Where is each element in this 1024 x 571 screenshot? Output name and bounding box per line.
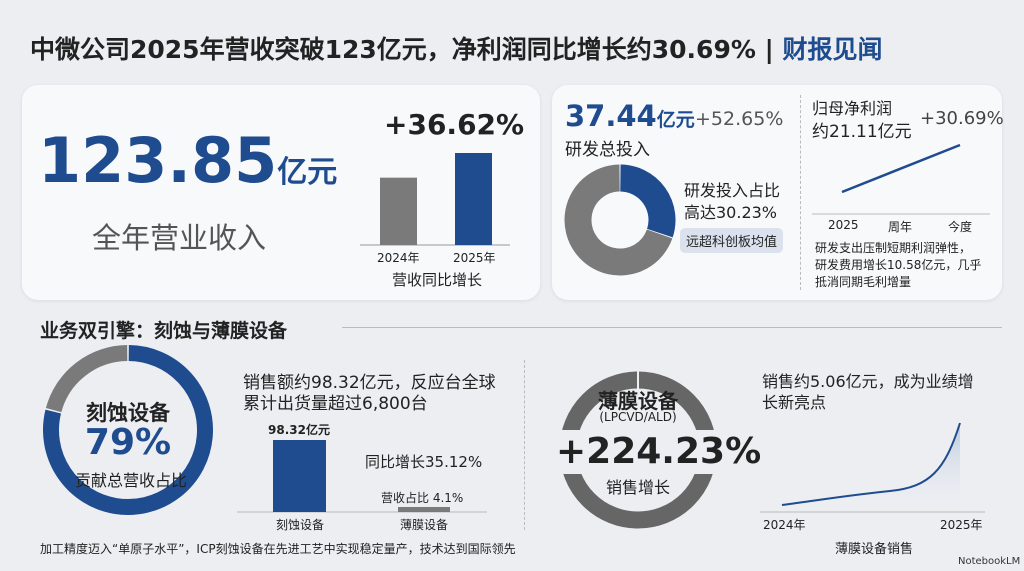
etch-desc-2: 累计出货量超过6,800台 [243, 394, 428, 414]
notebooklm-logo: NotebookLM [958, 556, 1021, 567]
title-brand: 财报见闻 [782, 35, 883, 64]
divider [800, 95, 801, 290]
rd-label: 研发总投入 [565, 140, 650, 160]
profit-line1: 归母净利润 [812, 99, 893, 118]
rd-ratio-2: 高达30.23% [684, 203, 778, 222]
etch-footer: 加工精度迈入“单原子水平”，ICP刻蚀设备在先进工艺中实现稳定量产，技术达到国际… [40, 542, 516, 556]
title-sep: | [755, 35, 783, 64]
profit-line [841, 143, 961, 194]
rd-donut-slice-0 [619, 164, 676, 238]
etch-share: 79% [84, 422, 172, 463]
page-title: 中微公司2025年营收突破123亿元，净利润同比增长约30.69% | 财报见闻 [30, 30, 882, 66]
rd-donut-slice-1 [564, 164, 673, 276]
revenue-value: 123.85亿元 [38, 124, 338, 197]
revenue-growth: +36.62% [384, 108, 525, 141]
rd-growth: +52.65% [695, 108, 784, 130]
etch-desc-1: 销售额约98.32亿元，反应台全球 [243, 373, 496, 393]
bar-cat-film: 薄膜设备 [400, 518, 449, 532]
bar-cat-etch: 刻蚀设备 [276, 518, 325, 532]
etch-share-label: 贡献总营收占比 [75, 471, 188, 490]
film-name: 薄膜设备 [598, 389, 678, 413]
etch-donut-slice-0 [43, 345, 213, 515]
profit-growth: +30.69% [920, 108, 1004, 129]
rd-badge: 远超科创板均值 [680, 228, 784, 253]
film-sub: (LPCVD/ALD) [599, 410, 677, 424]
revenue-card [22, 85, 540, 300]
etch-bar-0 [273, 440, 326, 512]
etch-bar-1 [398, 507, 450, 512]
profit-line2: 约21.11亿元 [812, 122, 912, 142]
rd-value: 37.44亿元 [565, 99, 695, 133]
film-desc-2: 长新亮点 [762, 393, 827, 412]
profit-note-3: 抵消同期毛利增量 [815, 275, 912, 289]
line-tick-2: 周年 [888, 220, 913, 234]
film-growth-label: 销售增长 [605, 478, 670, 497]
line-tick-3: 今度 [948, 220, 973, 234]
film-growth: +224.23% [556, 430, 762, 474]
revenue-label: 全年营业收入 [92, 221, 267, 255]
title-main: 中微公司2025年营收突破123亿元，净利润同比增长约30.69% [30, 35, 756, 64]
profit-note-1: 研发支出压制短期利润弹性， [815, 241, 972, 255]
rd-ratio-1: 研发投入占比 [684, 181, 781, 200]
film-share: 营收占比 4.1% [381, 491, 464, 505]
area-line [781, 422, 961, 506]
area-tick-2024: 2024年 [763, 518, 806, 532]
line-tick-1: 2025 [828, 218, 859, 232]
area-tick-2025: 2025年 [940, 518, 983, 532]
bar-label-2025: 2025年 [453, 251, 496, 265]
revenue-bar-0 [380, 177, 417, 245]
film-desc-1: 销售约5.06亿元，成为业绩增 [762, 372, 974, 391]
etch-bar-label: 98.32亿元 [268, 423, 330, 437]
divider-2 [524, 360, 525, 530]
revenue-chart-label: 营收同比增长 [392, 271, 483, 289]
section-title: 业务双引擎：刻蚀与薄膜设备 [40, 320, 288, 342]
area-xlabel: 薄膜设备销售 [835, 542, 914, 557]
etch-growth: 同比增长35.12% [365, 453, 483, 471]
area-fill [782, 423, 960, 512]
bar-label-2024: 2024年 [377, 251, 420, 265]
section-rule [342, 327, 1002, 328]
etch-donut-slice-1 [45, 345, 128, 413]
profit-note-2: 研发费用增长10.58亿元，几乎 [815, 258, 982, 272]
revenue-bar-1 [455, 153, 492, 245]
etch-name: 刻蚀设备 [86, 401, 170, 425]
